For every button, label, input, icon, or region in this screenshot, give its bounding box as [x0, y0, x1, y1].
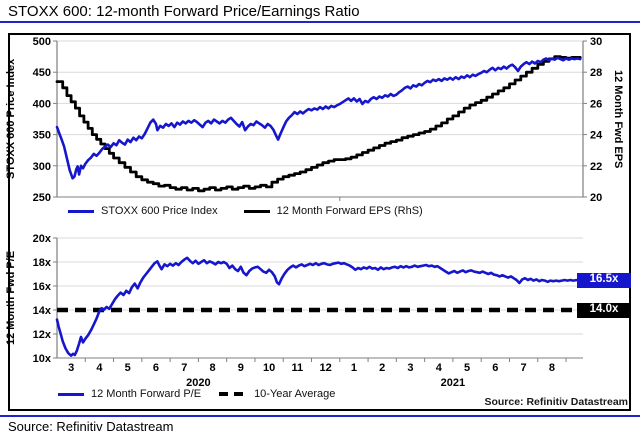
svg-text:26: 26: [590, 98, 602, 110]
top-right-axis-title: 12 Month Fwd EPS: [612, 69, 624, 169]
pe-average-value-label: 14.0x: [577, 302, 631, 318]
svg-text:30: 30: [590, 36, 602, 48]
svg-text:8: 8: [209, 362, 215, 374]
bottom-left-axis-title: 12 Month Fwd P/E: [5, 250, 17, 346]
legend-item-price: STOXX 600 Price Index: [68, 205, 218, 217]
svg-text:400: 400: [33, 98, 51, 110]
page-title: STOXX 600: 12-month Forward Price/Earnin…: [8, 3, 360, 20]
svg-text:7: 7: [181, 362, 187, 374]
pe-line-swatch: [58, 392, 84, 396]
svg-text:10x: 10x: [33, 353, 52, 365]
svg-text:8: 8: [549, 362, 555, 374]
eps-line-swatch: [243, 209, 270, 213]
svg-text:22: 22: [590, 161, 602, 173]
svg-text:6: 6: [153, 362, 159, 374]
legend-item-eps: 12 Month Forward EPS (RhS): [243, 205, 423, 217]
svg-text:4: 4: [436, 362, 443, 374]
legend-label-eps: 12 Month Forward EPS (RhS): [276, 205, 423, 217]
svg-text:250: 250: [33, 192, 51, 204]
svg-text:5: 5: [464, 362, 470, 374]
chart-source-label: Source: Refinitiv Datastream: [484, 396, 628, 408]
svg-text:11: 11: [292, 362, 304, 374]
pe-current-value-label: 16.5x: [577, 272, 631, 288]
legend-label-average: 10-Year Average: [254, 388, 336, 400]
svg-text:10: 10: [263, 362, 275, 374]
svg-text:450: 450: [33, 67, 51, 79]
legend-label-price: STOXX 600 Price Index: [101, 205, 218, 217]
pe-line: [55, 256, 579, 357]
legend-label-pe: 12 Month Forward P/E: [91, 388, 202, 400]
title-divider-rule: [0, 21, 640, 23]
svg-text:6: 6: [492, 362, 498, 374]
svg-text:3: 3: [68, 362, 74, 374]
price-line: [55, 56, 582, 180]
svg-text:20: 20: [590, 192, 602, 204]
bottom-legend: 12 Month Forward P/E 10-Year Average: [58, 388, 335, 400]
svg-text:20x: 20x: [33, 233, 52, 245]
top-legend: STOXX 600 Price Index 12 Month Forward E…: [68, 205, 423, 217]
svg-text:16x: 16x: [33, 281, 52, 293]
svg-text:28: 28: [590, 67, 602, 79]
svg-text:1: 1: [351, 362, 357, 374]
footer-source-label: Source: Refinitiv Datastream: [8, 419, 174, 434]
svg-text:4: 4: [96, 362, 103, 374]
svg-text:350: 350: [33, 130, 51, 142]
top-left-axis-title: STOXX 600 Price Index: [5, 58, 17, 180]
svg-text:12x: 12x: [33, 329, 52, 341]
svg-text:300: 300: [33, 161, 51, 173]
svg-text:2: 2: [379, 362, 385, 374]
average-line-swatch: [219, 392, 248, 396]
svg-text:9: 9: [238, 362, 244, 374]
svg-text:2020: 2020: [186, 377, 210, 389]
footer-divider-rule: [0, 415, 640, 417]
svg-text:18x: 18x: [33, 257, 52, 269]
svg-text:2021: 2021: [441, 377, 465, 389]
svg-text:14x: 14x: [33, 305, 52, 317]
legend-item-average: 10-Year Average: [219, 388, 335, 400]
svg-text:12: 12: [320, 362, 332, 374]
svg-text:7: 7: [521, 362, 527, 374]
chart-frame: [8, 33, 631, 411]
svg-text:500: 500: [33, 36, 51, 48]
eps-line: [55, 55, 582, 193]
svg-text:5: 5: [125, 362, 131, 374]
svg-text:3: 3: [407, 362, 413, 374]
price-line-swatch: [68, 209, 94, 213]
svg-text:24: 24: [590, 130, 603, 142]
legend-item-pe: 12 Month Forward P/E: [58, 388, 201, 400]
